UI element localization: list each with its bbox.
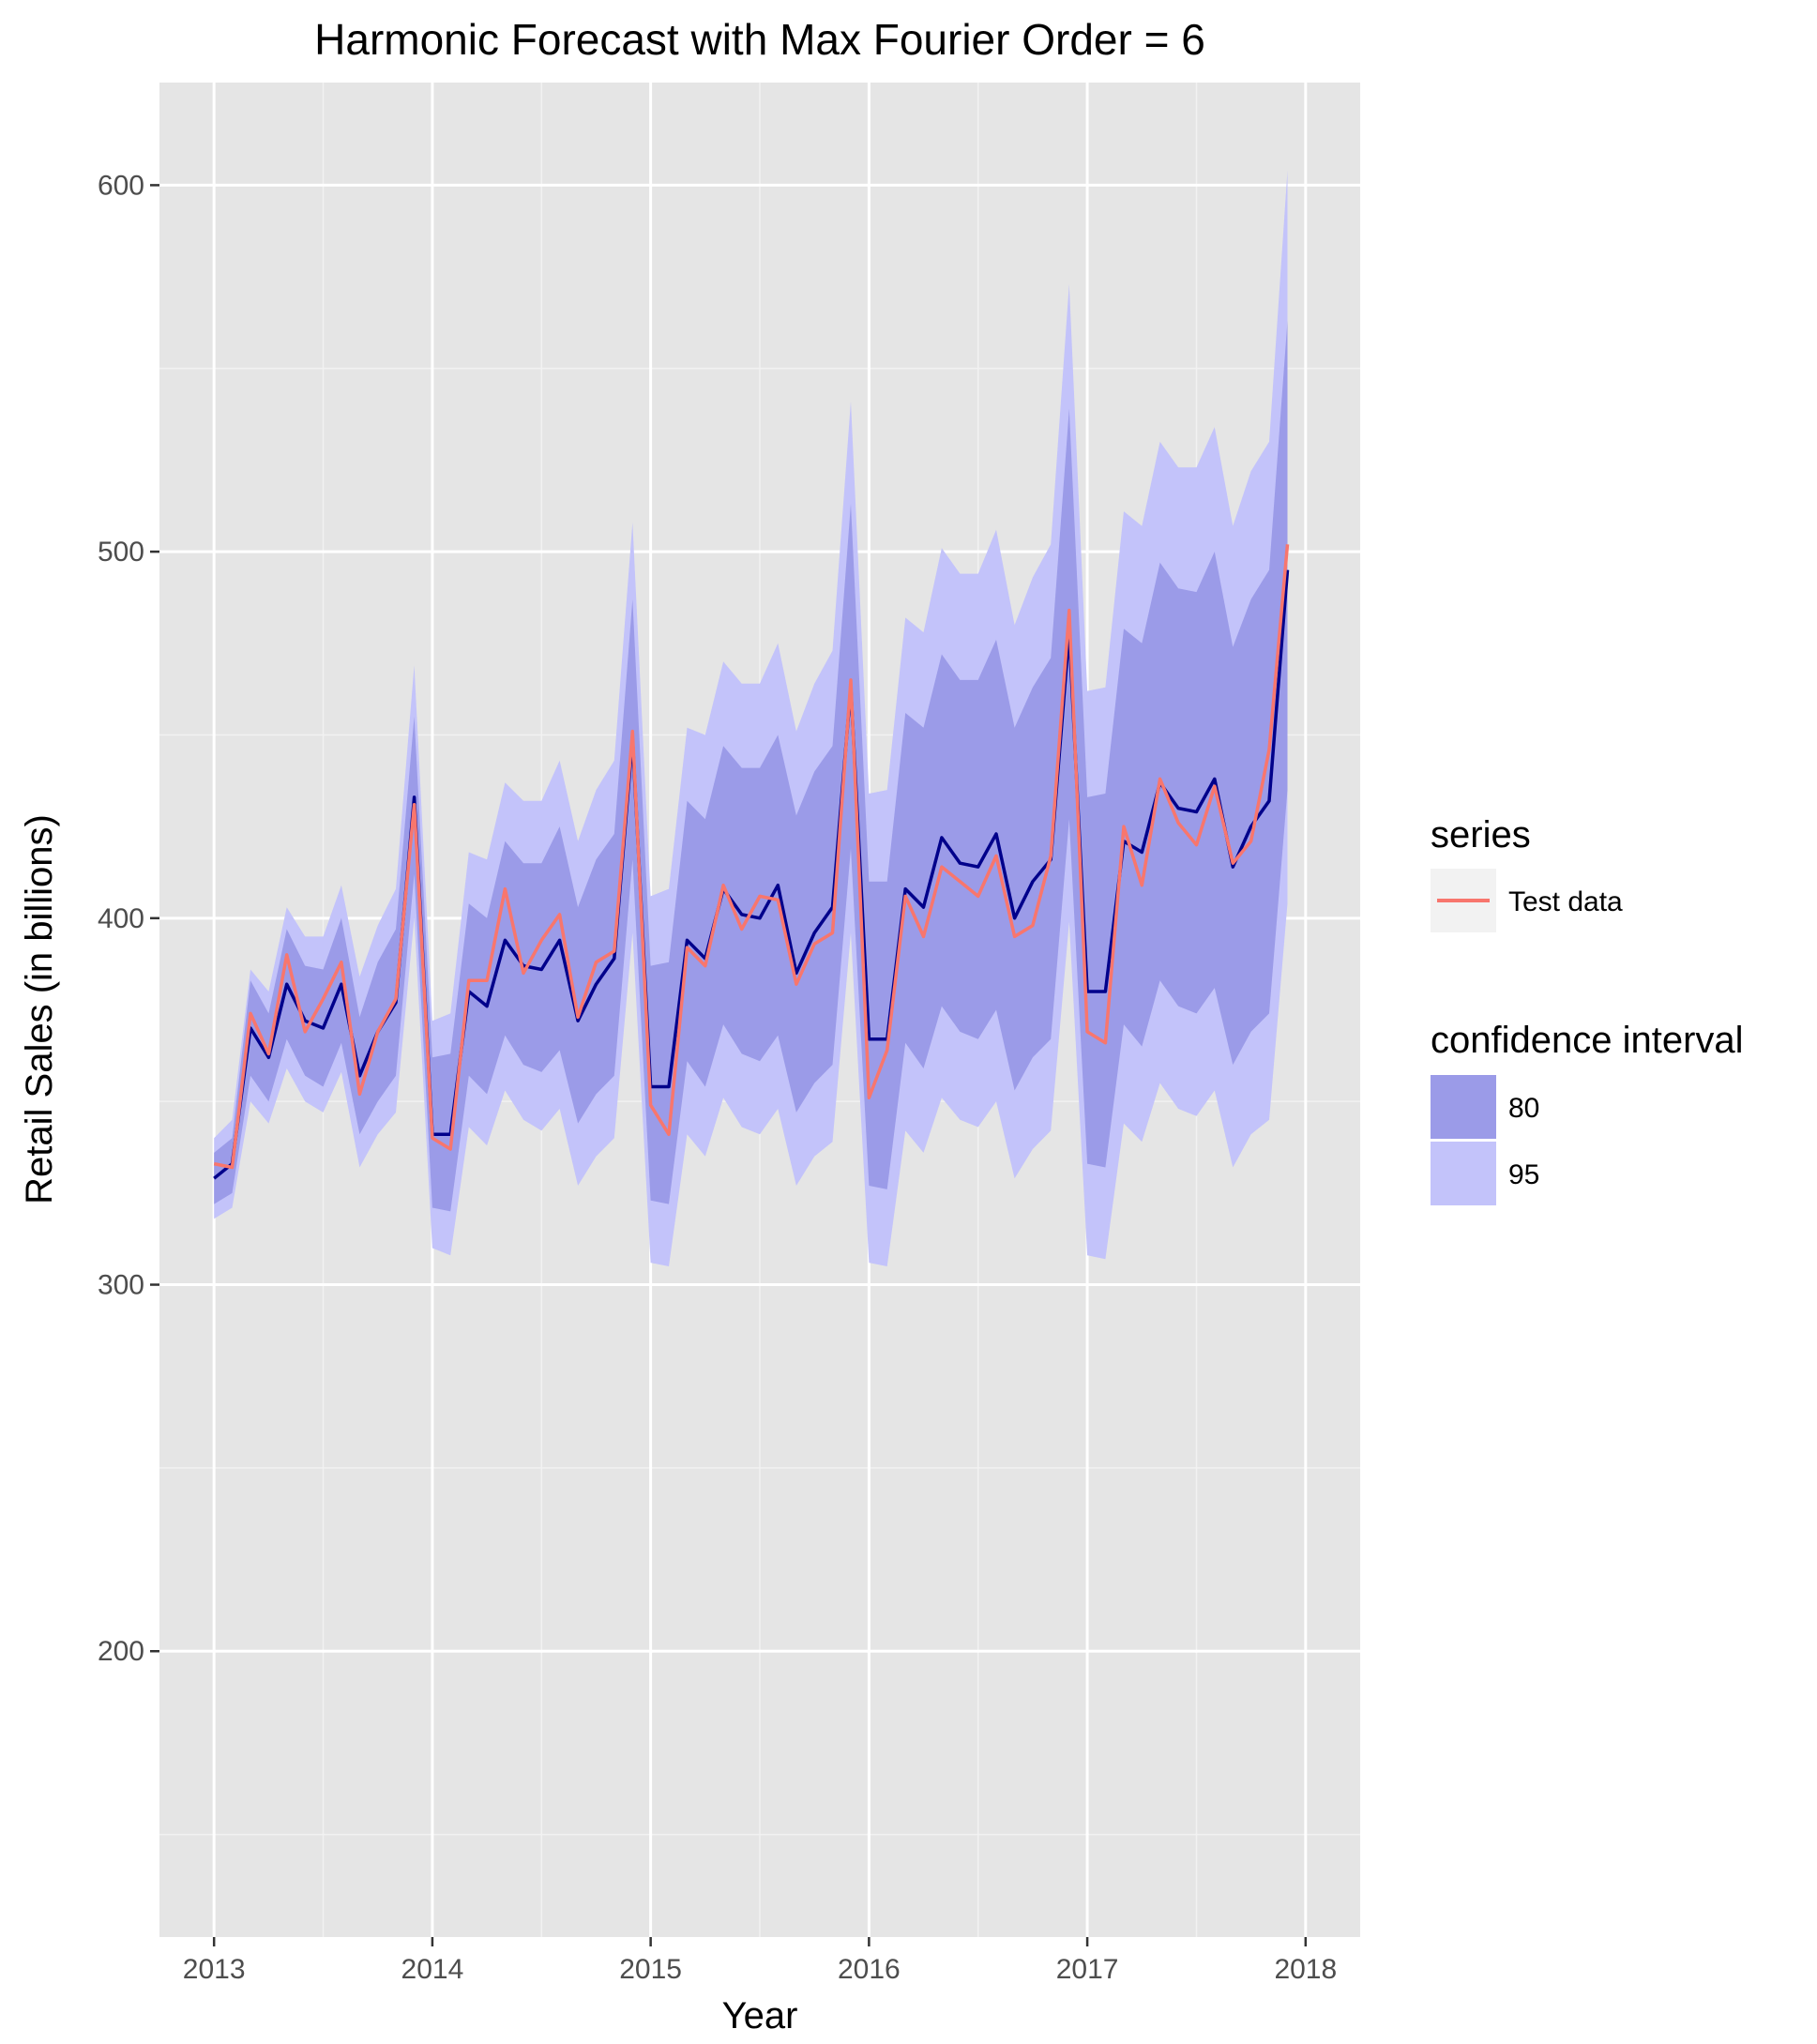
y-tick-label: 200 — [98, 1636, 144, 1667]
y-axis-title: Retail Sales (in billions) — [19, 814, 60, 1204]
legend-ci-title: confidence interval — [1431, 1020, 1744, 1061]
x-tick-label: 2014 — [401, 1954, 464, 1985]
legend-swatch-ci-80 — [1431, 1075, 1496, 1139]
y-tick-label: 600 — [98, 170, 144, 201]
x-tick-label: 2013 — [183, 1954, 246, 1985]
x-tick-label: 2018 — [1274, 1954, 1337, 1985]
y-tick-label: 400 — [98, 903, 144, 934]
test-data-line — [213, 544, 1290, 1170]
x-tick-label: 2017 — [1056, 1954, 1119, 1985]
x-axis-title: Year — [722, 1995, 798, 2036]
x-tick-label: 2015 — [619, 1954, 682, 1985]
x-tick-label: 2016 — [838, 1954, 901, 1985]
y-tick-label: 300 — [98, 1270, 144, 1301]
legend-swatch-ci-95 — [1431, 1142, 1496, 1205]
y-axis: 200 300 400 500 600 — [98, 170, 159, 1667]
legend-series-title: series — [1431, 814, 1531, 855]
legend-label-test-data: Test data — [1508, 886, 1623, 917]
legend-label-ci-95: 95 — [1508, 1159, 1539, 1190]
series-lines — [213, 544, 1290, 1180]
x-axis: 2013 2014 2015 2016 2017 2018 — [183, 1937, 1337, 1985]
legend: series Test data confidence interval 80 … — [1431, 814, 1744, 1205]
y-tick-label: 500 — [98, 537, 144, 568]
ci-band-80 — [214, 321, 1288, 1212]
chart-title: Harmonic Forecast with Max Fourier Order… — [314, 15, 1205, 64]
confidence-bands — [214, 170, 1288, 1266]
legend-label-ci-80: 80 — [1508, 1093, 1539, 1124]
